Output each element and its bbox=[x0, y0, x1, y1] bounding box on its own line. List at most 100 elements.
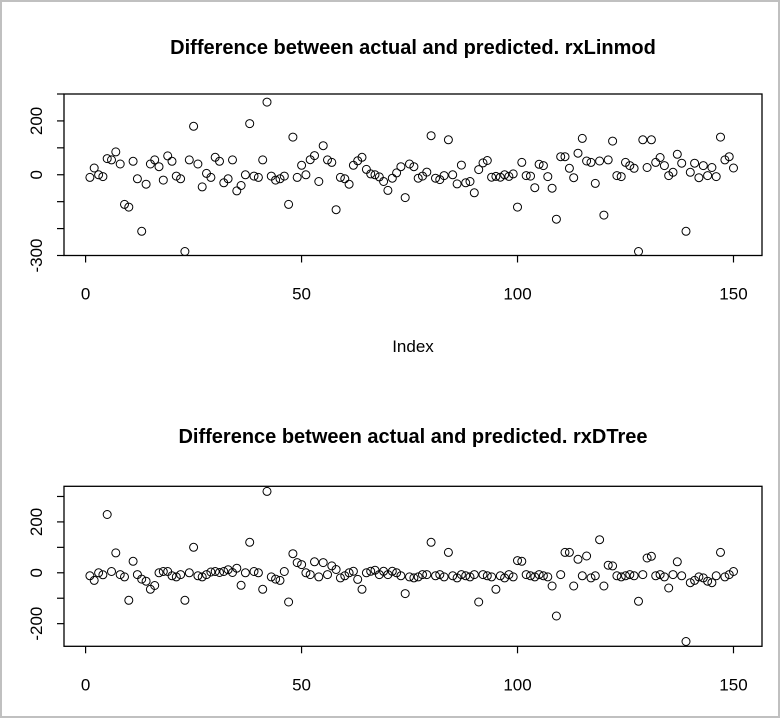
data-point bbox=[534, 570, 544, 580]
data-point bbox=[564, 547, 574, 557]
data-point bbox=[413, 572, 423, 582]
data-point bbox=[625, 570, 635, 580]
data-point bbox=[729, 567, 738, 576]
data-point bbox=[107, 567, 116, 576]
data-point bbox=[711, 172, 721, 182]
plot-frame bbox=[63, 93, 763, 257]
data-point bbox=[707, 163, 717, 172]
data-point bbox=[634, 596, 643, 606]
data-point bbox=[141, 576, 151, 586]
data-point bbox=[582, 551, 592, 561]
data-point bbox=[249, 171, 259, 181]
data-point bbox=[288, 549, 298, 559]
data-point bbox=[115, 159, 125, 169]
data-point bbox=[659, 572, 669, 582]
data-point bbox=[474, 597, 484, 607]
data-point bbox=[331, 565, 341, 574]
data-point bbox=[348, 160, 358, 170]
data-point bbox=[94, 170, 104, 180]
data-point bbox=[508, 572, 518, 582]
data-point bbox=[197, 182, 207, 192]
data-point bbox=[672, 557, 682, 567]
data-point bbox=[655, 153, 665, 162]
data-point bbox=[672, 149, 682, 159]
data-point bbox=[590, 571, 600, 581]
data-point bbox=[215, 156, 224, 166]
data-point bbox=[184, 155, 194, 165]
data-point bbox=[197, 572, 207, 582]
data-point bbox=[646, 551, 656, 561]
data-point bbox=[292, 172, 302, 182]
data-point bbox=[569, 581, 579, 591]
data-point bbox=[132, 570, 142, 580]
x-axis-tick-label: 0 bbox=[81, 285, 90, 304]
data-point bbox=[616, 172, 626, 182]
plot-rxlinmod: Difference between actual and predicted.… bbox=[27, 37, 763, 356]
data-point bbox=[716, 132, 725, 142]
data-point bbox=[556, 152, 566, 162]
data-point bbox=[262, 486, 272, 496]
data-point bbox=[150, 155, 160, 165]
data-point bbox=[236, 580, 246, 590]
data-point bbox=[655, 570, 665, 580]
x-axis-tick-label: 150 bbox=[719, 675, 747, 694]
data-point bbox=[396, 162, 406, 172]
data-point bbox=[124, 202, 134, 212]
data-point bbox=[599, 210, 609, 220]
data-point bbox=[318, 558, 328, 568]
data-point bbox=[167, 156, 177, 166]
data-point bbox=[361, 568, 371, 578]
data-point bbox=[491, 171, 501, 181]
data-point bbox=[232, 186, 242, 196]
data-point bbox=[163, 151, 173, 161]
data-point bbox=[132, 174, 142, 184]
data-point bbox=[310, 151, 319, 161]
data-point bbox=[158, 567, 168, 576]
data-point bbox=[405, 572, 414, 582]
data-point bbox=[284, 597, 294, 607]
data-point bbox=[668, 570, 678, 580]
x-axis-label-index: Index bbox=[392, 337, 434, 356]
data-point bbox=[431, 571, 440, 581]
data-point bbox=[184, 568, 194, 578]
y-axis-tick-label: 200 bbox=[27, 107, 46, 135]
data-point bbox=[664, 583, 674, 593]
data-point bbox=[547, 183, 557, 193]
data-point bbox=[413, 173, 423, 183]
data-point bbox=[556, 570, 566, 580]
data-point bbox=[685, 578, 695, 588]
data-point bbox=[370, 170, 380, 180]
data-point bbox=[189, 121, 199, 131]
data-point bbox=[560, 547, 570, 557]
data-point bbox=[474, 165, 484, 175]
data-point bbox=[154, 162, 164, 172]
data-point bbox=[612, 571, 622, 581]
data-point bbox=[409, 573, 419, 583]
data-point bbox=[724, 152, 734, 162]
data-point bbox=[590, 178, 600, 188]
x-axis-tick-label: 50 bbox=[292, 675, 311, 694]
data-point bbox=[586, 157, 596, 167]
plot-title-rxdtree: Difference between actual and predicted.… bbox=[178, 426, 647, 448]
data-point bbox=[703, 576, 713, 586]
data-point bbox=[495, 172, 505, 182]
x-axis-tick-label: 0 bbox=[81, 675, 90, 694]
data-point bbox=[348, 566, 358, 576]
data-point bbox=[478, 158, 488, 168]
data-point bbox=[124, 595, 134, 605]
data-point bbox=[249, 567, 259, 576]
data-point bbox=[448, 571, 458, 581]
data-point bbox=[443, 135, 453, 145]
data-point bbox=[128, 156, 138, 166]
data-point bbox=[245, 537, 255, 547]
data-point bbox=[206, 172, 216, 182]
data-point bbox=[323, 155, 332, 165]
data-point bbox=[176, 570, 186, 580]
data-point bbox=[504, 171, 514, 181]
data-point bbox=[202, 570, 211, 580]
data-point bbox=[305, 570, 315, 580]
data-point bbox=[629, 571, 639, 581]
data-point bbox=[448, 170, 458, 180]
data-point bbox=[314, 572, 324, 582]
